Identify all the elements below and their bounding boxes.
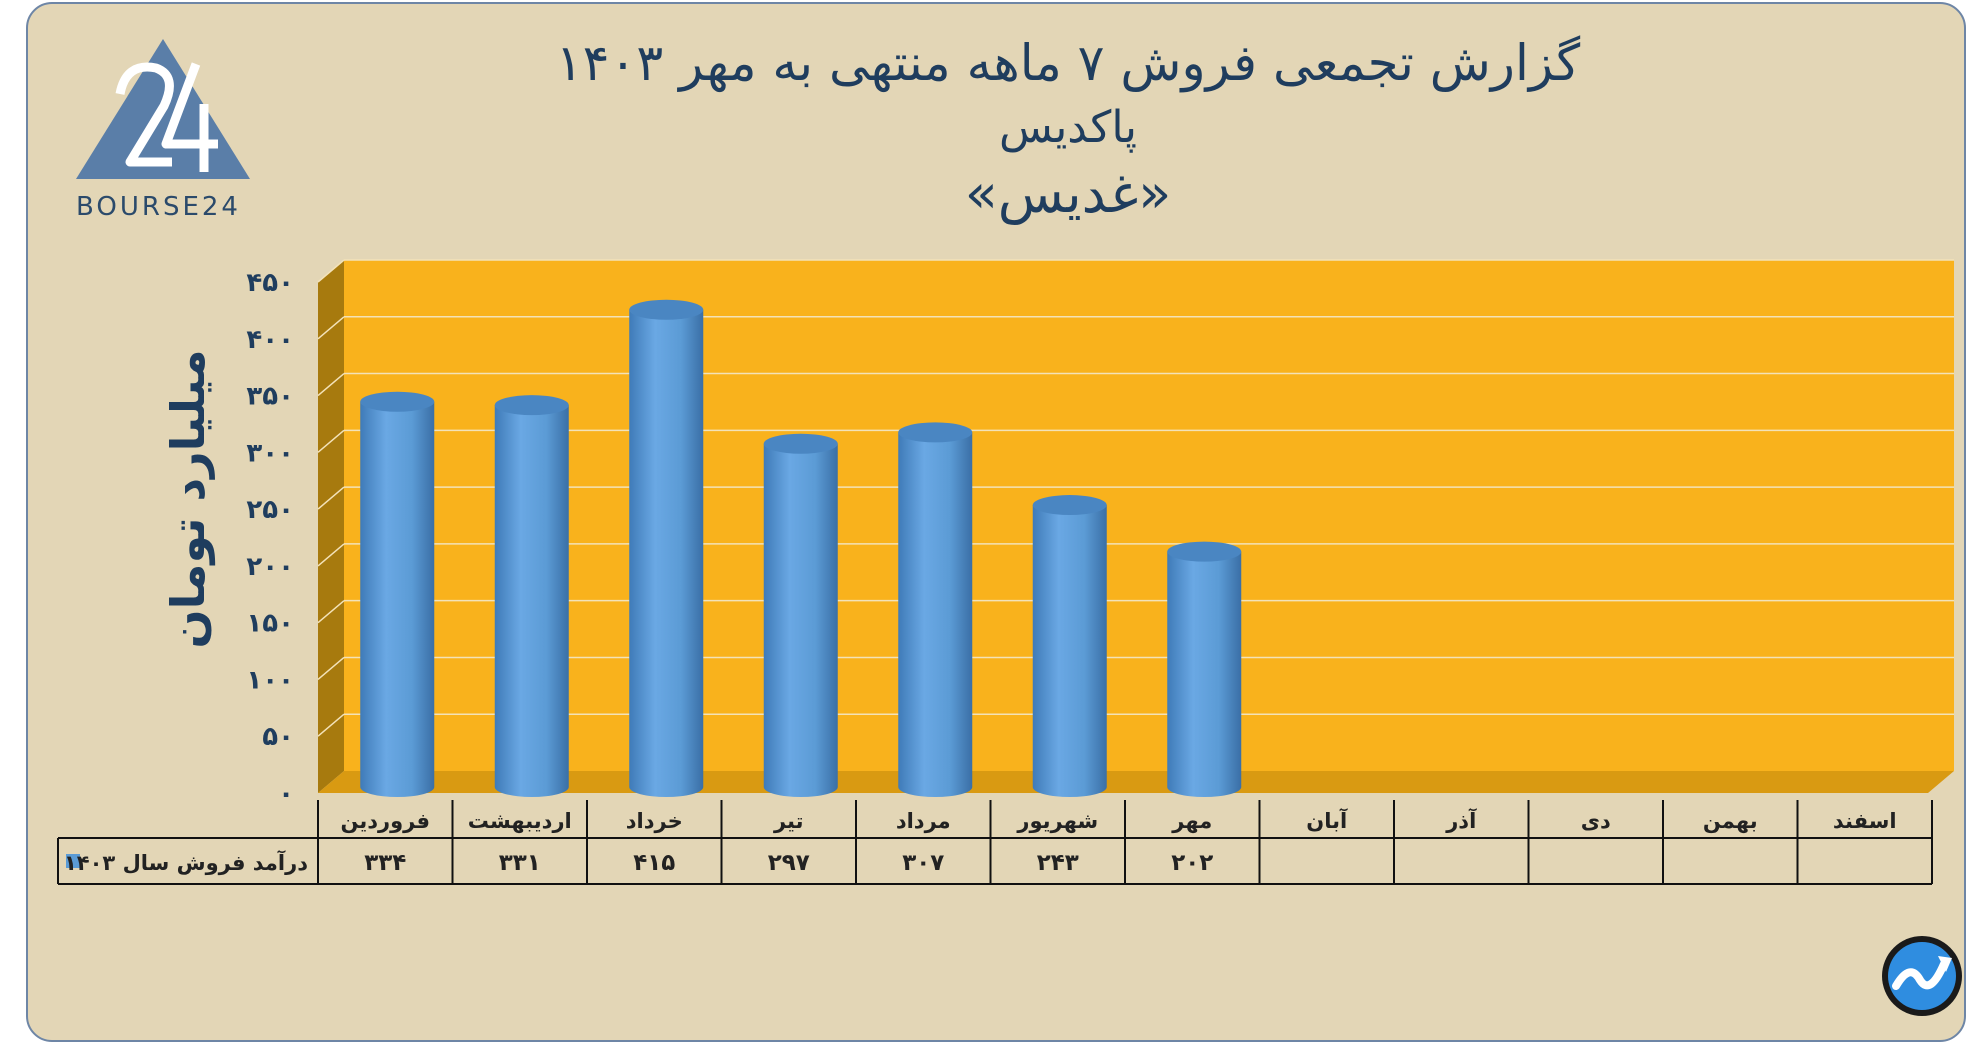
- bar-body: [494, 405, 569, 797]
- data-value-label: ۲۴۳: [1037, 850, 1079, 876]
- bar: [1167, 541, 1242, 797]
- gridline-side: [317, 316, 345, 340]
- data-value-label: ۳۰۷: [902, 850, 944, 876]
- data-value-label: ۳۳۴: [364, 850, 406, 876]
- y-tick-label: ۱۰۰: [246, 665, 294, 695]
- bar-body: [1167, 551, 1242, 797]
- bar-top: [1167, 541, 1242, 562]
- x-tick-label: شهریور: [1016, 809, 1098, 833]
- x-tick-label: فروردین: [340, 809, 430, 833]
- bar-top: [360, 391, 435, 412]
- y-tick-label: ۲۵۰: [246, 495, 294, 525]
- bar-body: [763, 443, 838, 797]
- bar: [629, 299, 704, 797]
- y-tick-label: ۴۰۰: [246, 325, 294, 355]
- bar-top: [1032, 495, 1107, 516]
- bar: [494, 395, 569, 797]
- data-value-label: ۴۱۵: [633, 850, 675, 876]
- gridline-side: [317, 600, 345, 624]
- data-value-label: ۲۹۷: [768, 850, 810, 876]
- chart-symbol: «غدیس»: [964, 162, 1172, 225]
- x-tick-label: اسفند: [1833, 809, 1897, 833]
- bar: [898, 422, 973, 797]
- y-tick-label: ۳۰۰: [246, 438, 294, 468]
- plot-side-wall: [318, 260, 344, 793]
- gridline-side: [317, 486, 345, 510]
- y-tick-label: ۵۰: [262, 722, 294, 752]
- bar-top: [629, 299, 704, 320]
- y-tick-label: ۴۵۰: [246, 268, 294, 298]
- chart-title: گزارش تجمعی فروش ۷ ماهه منتهی به مهر ۱۴۰…: [555, 34, 1581, 92]
- x-tick-label: مهر: [1171, 809, 1212, 833]
- bar: [360, 391, 435, 797]
- plot-back-wall: [344, 260, 1954, 771]
- gridline-side: [317, 259, 345, 283]
- bar: [763, 433, 838, 797]
- bar-body: [360, 401, 435, 797]
- y-tick-label: ۰: [278, 779, 294, 809]
- bar-top: [763, 433, 838, 454]
- data-value-label: ۳۳۱: [499, 850, 541, 876]
- gridline-side: [317, 372, 345, 397]
- bar-chart: ۰ ۵۰ ۱۰۰ ۱۵۰ ۲۰۰ ۲۵۰ ۳۰۰ ۳۵۰ ۴۰۰ ۴۵۰ فروردین ۳۳۴ ار…: [57, 259, 1954, 885]
- x-tick-label: دی: [1581, 809, 1611, 833]
- x-tick-label: تیر: [773, 809, 804, 833]
- gridline-side: [317, 713, 345, 737]
- gridline-side: [317, 656, 345, 681]
- bar-body: [898, 432, 973, 797]
- y-tick-label: ۲۰۰: [246, 552, 294, 582]
- gridline-side: [317, 429, 345, 453]
- chart-card: BOURSE24 گزارش تجمعی فروش ۷ ماهه منتهی ب…: [26, 2, 1966, 1042]
- x-tick-label: آبان: [1306, 808, 1348, 833]
- legend-swatch: [66, 854, 80, 868]
- chart-subtitle: پاکدیس: [998, 102, 1138, 153]
- bar-top: [494, 395, 569, 416]
- trend-arrow-logo-icon: [1882, 936, 1962, 1016]
- x-tick-label: آذر: [1445, 808, 1477, 833]
- brand-logo-text: BOURSE24: [76, 192, 241, 222]
- y-tick-label: ۱۵۰: [246, 609, 294, 639]
- x-tick-label: بهمن: [1703, 809, 1758, 833]
- bar-body: [629, 309, 704, 797]
- bar-top: [898, 422, 973, 443]
- legend-series-name: درآمد فروش سال ۱۴۰۳: [64, 850, 308, 875]
- x-tick-label: خرداد: [626, 809, 683, 833]
- data-value-label: ۲۰۲: [1171, 850, 1213, 876]
- bar: [1032, 495, 1107, 797]
- gridline-side: [317, 543, 345, 567]
- x-tick-label: اردیبهشت: [468, 809, 572, 833]
- y-tick-label: ۳۵۰: [246, 382, 294, 412]
- plot-floor: [318, 771, 1954, 793]
- bourse24-logo-icon: [76, 39, 250, 179]
- bar-body: [1032, 505, 1107, 797]
- x-tick-label: مرداد: [896, 809, 951, 833]
